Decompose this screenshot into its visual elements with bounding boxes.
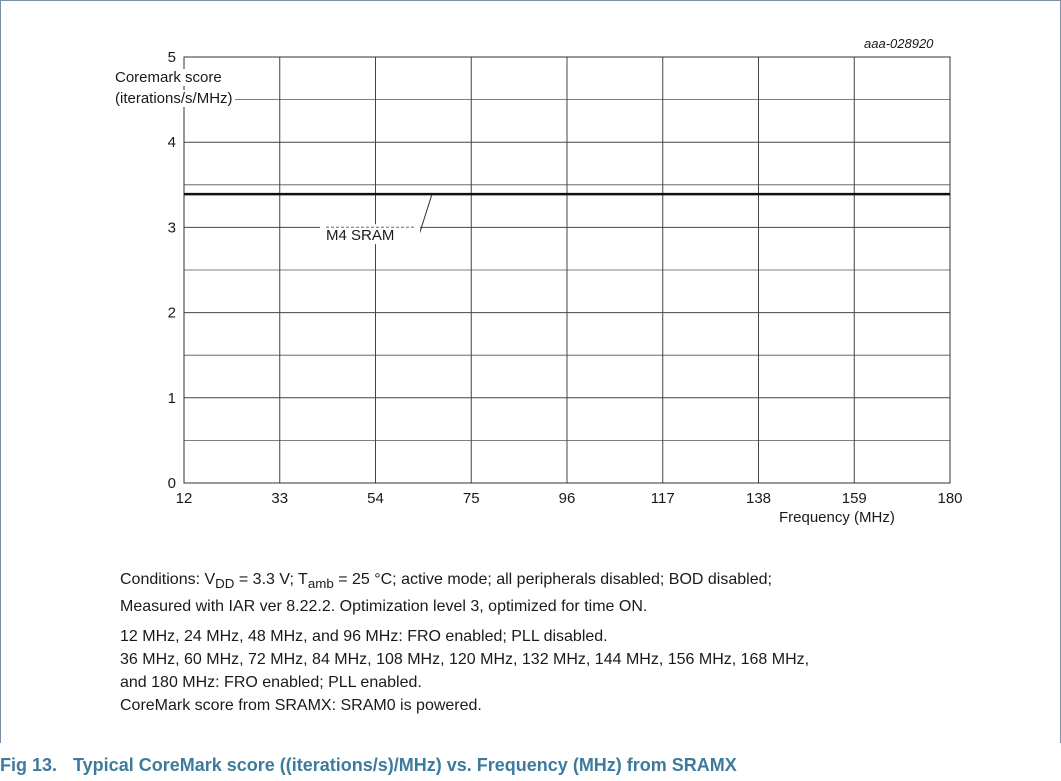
x-tick-label: 117 bbox=[651, 490, 675, 507]
x-tick-label: 12 bbox=[176, 490, 193, 507]
notes-line-6: CoreMark score from SRAMX: SRAM0 is powe… bbox=[120, 697, 482, 714]
x-tick-label: 138 bbox=[746, 490, 771, 507]
conditions-notes: Conditions: VDD = 3.3 V; Tamb = 25 °C; a… bbox=[120, 568, 1020, 618]
plot-border bbox=[183, 56, 951, 484]
figure-title: Typical CoreMark score ((iterations/s)/M… bbox=[73, 755, 737, 775]
x-tick-label: 180 bbox=[937, 490, 962, 507]
notes-line-5: and 180 MHz: FRO enabled; PLL enabled. bbox=[120, 674, 422, 691]
y-tick-label: 2 bbox=[168, 305, 176, 322]
series-label-bg bbox=[320, 224, 420, 245]
vdd-subscript: DD bbox=[215, 576, 235, 592]
x-tick-label: 33 bbox=[271, 490, 288, 507]
y-axis-label-line1: Coremark score bbox=[115, 69, 224, 86]
figure-reference: aaa-028920 bbox=[864, 36, 934, 51]
y-axis-label-line2: (iterations/s/MHz) bbox=[115, 90, 235, 107]
x-tick-label: 159 bbox=[842, 490, 867, 507]
notes-line-4: 36 MHz, 60 MHz, 72 MHz, 84 MHz, 108 MHz,… bbox=[120, 651, 810, 668]
x-tick-label: 75 bbox=[463, 490, 480, 507]
y-tick-label: 1 bbox=[168, 390, 176, 407]
x-axis-label: Frequency (MHz) bbox=[779, 509, 895, 526]
conditions-text-c: = 25 °C; active mode; all peripherals di… bbox=[333, 571, 772, 588]
conditions-line-2: Measured with IAR ver 8.22.2. Optimizati… bbox=[120, 598, 648, 616]
conditions-line-1: Conditions: VDD = 3.3 V; Tamb = 25 °C; a… bbox=[120, 568, 1020, 595]
y-tick-label: 0 bbox=[168, 475, 176, 492]
figure-caption: Fig 13. Typical CoreMark score ((iteratio… bbox=[0, 755, 737, 776]
y-tick-label: 4 bbox=[168, 134, 176, 151]
y-tick-label: 3 bbox=[168, 219, 176, 236]
y-tick-label: 5 bbox=[168, 49, 176, 66]
x-tick-label: 54 bbox=[367, 490, 384, 507]
conditions-text-a: Conditions: V bbox=[120, 571, 216, 588]
figure-number: Fig 13. bbox=[0, 755, 58, 775]
x-tick-label: 96 bbox=[559, 490, 576, 507]
frequency-notes: 12 MHz, 24 MHz, 48 MHz, and 96 MHz: FRO … bbox=[120, 625, 1020, 717]
tamb-subscript: amb bbox=[307, 576, 334, 592]
conditions-text-b: = 3.3 V; T bbox=[234, 571, 308, 588]
series-label: M4 SRAM bbox=[326, 227, 394, 244]
series-leader-line bbox=[417, 194, 433, 239]
notes-line-3: 12 MHz, 24 MHz, 48 MHz, and 96 MHz: FRO … bbox=[120, 628, 608, 645]
